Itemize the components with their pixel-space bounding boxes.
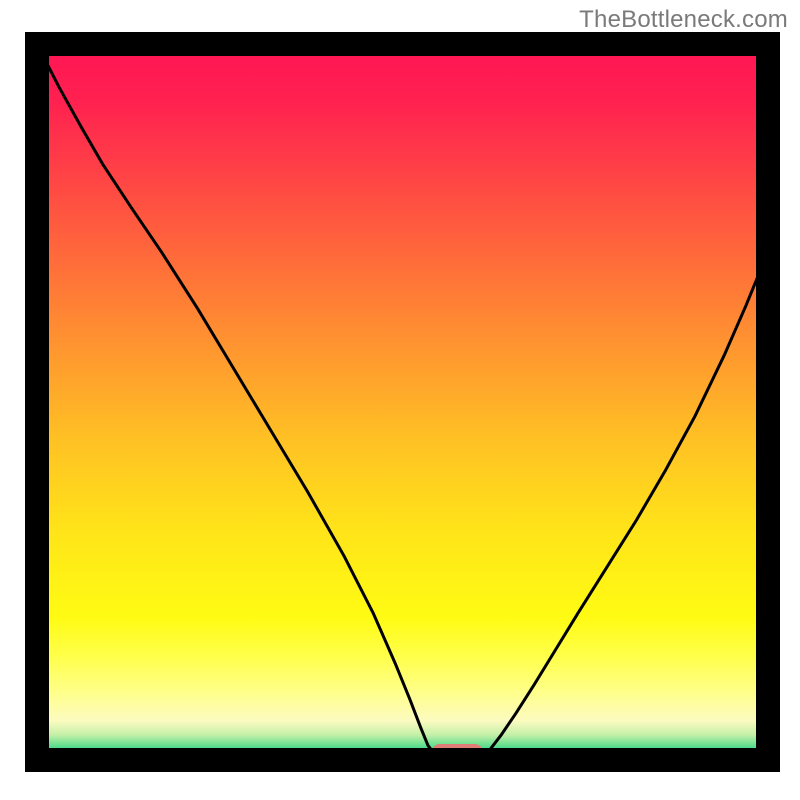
plot-background (37, 44, 768, 760)
chart-svg (0, 0, 800, 800)
bottleneck-chart: TheBottleneck.com (0, 0, 800, 800)
